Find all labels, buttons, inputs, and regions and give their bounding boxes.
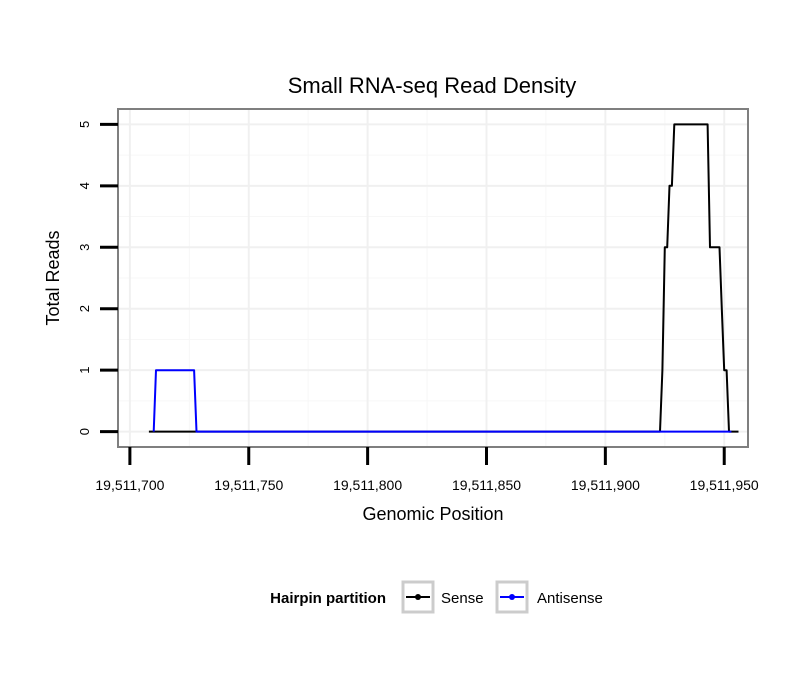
legend-point-antisense [509,594,515,600]
x-tick-label: 19,511,950 [690,477,759,493]
y-tick-label: 2 [77,305,92,312]
chart-title: Small RNA-seq Read Density [288,73,577,98]
x-axis: 19,511,700 19,511,750 19,511,800 19,511,850… [95,447,759,493]
y-tick-label: 4 [77,182,92,189]
x-tick-label: 19,511,750 [214,477,283,493]
y-axis-label: Total Reads [43,230,63,325]
legend-label-antisense: Antisense [537,590,603,607]
y-tick-label: 5 [77,121,92,128]
x-tick-label: 19,511,800 [333,477,402,493]
plot-border [117,108,749,448]
x-tick-label: 19,511,900 [571,477,640,493]
series-lines [148,123,739,433]
x-tick-label: 19,511,700 [95,477,164,493]
grid-lines [118,109,748,447]
legend-label-sense: Sense [441,590,484,607]
y-axis: 0 1 2 3 4 5 [77,121,118,435]
y-tick-label: 0 [77,428,92,435]
y-tick-label: 3 [77,244,92,251]
legend-point-sense [415,594,421,600]
legend-title: Hairpin partition [270,590,386,607]
y-tick-label: 1 [77,367,92,374]
x-axis-label: Genomic Position [362,504,503,524]
x-tick-label: 19,511,850 [452,477,521,493]
series-line-antisense [152,369,732,433]
legend: Hairpin partition Sense Antisense [270,580,603,614]
